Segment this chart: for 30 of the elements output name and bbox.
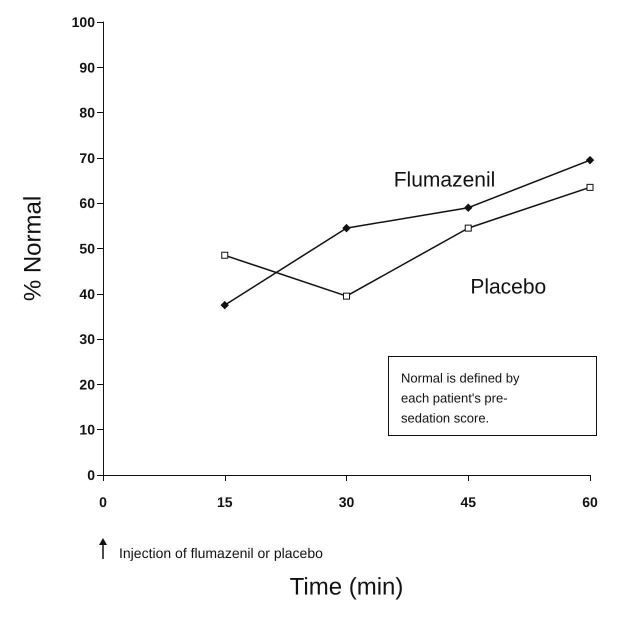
y-tick-label: 60	[79, 195, 96, 212]
x-tick-label: 0	[99, 494, 108, 510]
point	[221, 252, 228, 259]
x-tick-label: 15	[216, 494, 233, 510]
text: Injection of flumazenil or placebo	[119, 545, 324, 561]
series-label: Flumazenil	[394, 168, 496, 192]
text: Placebo	[470, 276, 546, 299]
point	[586, 156, 594, 164]
point	[586, 184, 594, 191]
y-tick-label: 50	[79, 240, 96, 256]
x-tick-label: 30	[338, 494, 354, 510]
point	[343, 292, 350, 300]
y-tick-label: 30	[79, 331, 96, 348]
y-tick-label: 90	[79, 59, 96, 76]
annotation: Normal is defined by each patient's pre- sedation score.	[401, 370, 520, 426]
y-tick-label: 100	[72, 14, 96, 30]
y-tick-label: 0	[87, 467, 96, 483]
y-axis-title: % Normal	[20, 196, 46, 302]
y-tick-label: 10	[79, 422, 96, 438]
x-tick-label: 45	[460, 494, 476, 510]
point	[464, 224, 472, 232]
x-tick-label: 60	[582, 494, 598, 510]
y-tick-label: 40	[79, 286, 96, 302]
x-axis-title: Time (min)	[290, 574, 404, 600]
point	[464, 204, 472, 212]
point	[220, 301, 229, 310]
y-tick-label: 70	[79, 150, 96, 166]
point	[342, 224, 350, 232]
y-tick-label: 80	[79, 104, 96, 121]
y-tick-label: 20	[79, 376, 96, 392]
